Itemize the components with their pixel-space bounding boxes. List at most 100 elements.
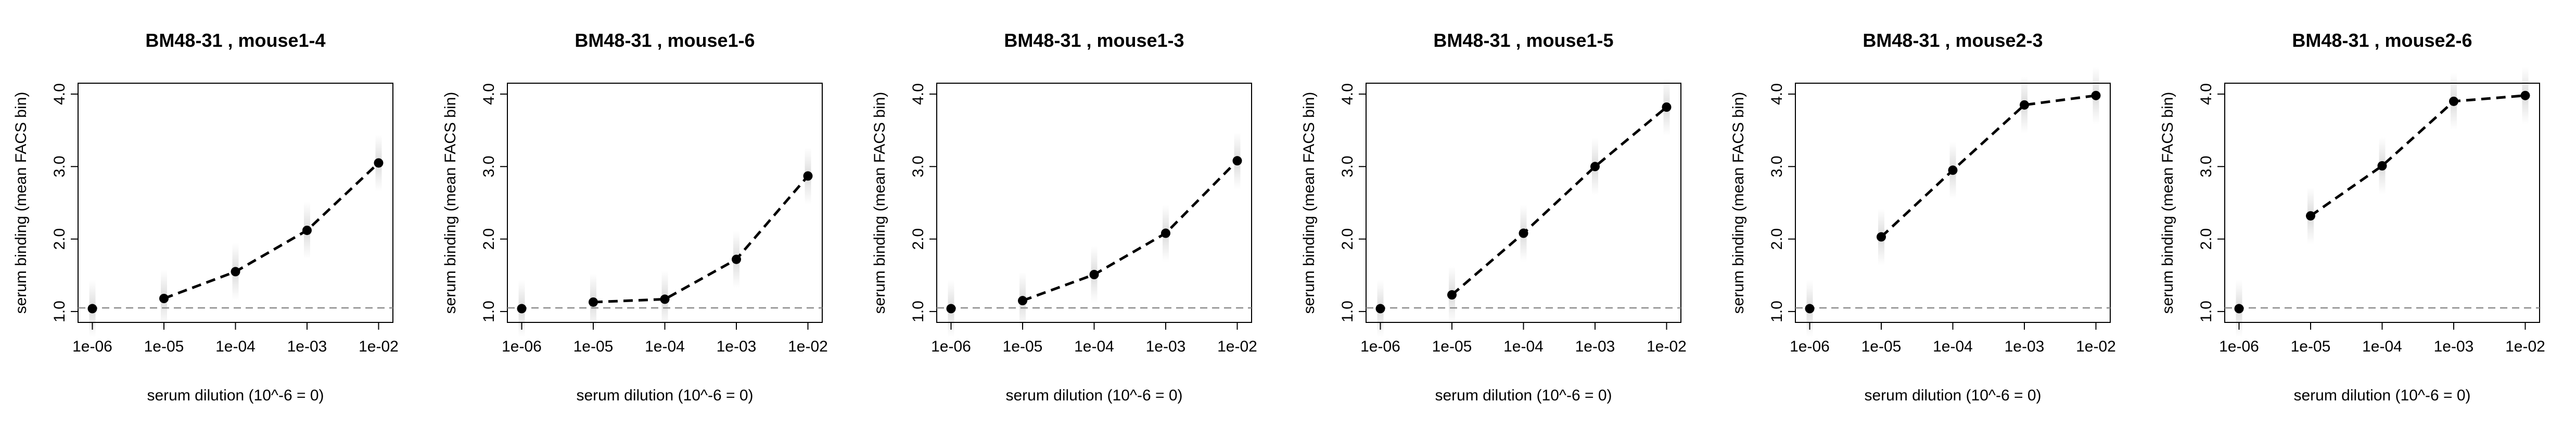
x-tick-label: 1e-06 <box>1790 338 1830 355</box>
data-point <box>88 304 97 314</box>
x-axis-title: serum dilution (10^-6 = 0) <box>1435 387 1612 404</box>
data-point <box>2020 100 2029 110</box>
plot-frame <box>2225 83 2540 322</box>
y-axis-title: serum binding (mean FACS bin) <box>1730 92 1747 314</box>
chart-panel-5: BM48-31 , mouse2-3 1e-06 1e-05 1e-04 1e-03 1e… <box>1730 30 2116 404</box>
data-point <box>2449 97 2458 106</box>
x-tick-label: 1e-03 <box>2434 338 2474 355</box>
series-line <box>593 176 808 302</box>
x-tick-label: 1e-05 <box>573 338 614 355</box>
y-axis-title: serum binding (mean FACS bin) <box>442 92 459 314</box>
data-point <box>1519 229 1528 238</box>
x-tick-label: 1e-02 <box>1217 338 1257 355</box>
series-line <box>2311 96 2526 216</box>
chart-panel-3: BM48-31 , mouse1-3 1e-06 1e-05 1e-04 1e-03 1e… <box>871 30 1257 404</box>
data-point <box>1447 290 1457 300</box>
y-tick-label: 3.0 <box>1339 155 1356 177</box>
chart-title: BM48-31 , mouse2-3 <box>1863 30 2043 51</box>
y-tick-label: 1.0 <box>2198 301 2215 322</box>
x-tick-label: 1e-04 <box>645 338 685 355</box>
y-axis-title: serum binding (mean FACS bin) <box>1300 92 1318 314</box>
data-point <box>2521 91 2530 100</box>
x-tick-label: 1e-05 <box>1432 338 1472 355</box>
data-point <box>660 294 670 304</box>
y-tick-label: 1.0 <box>480 301 498 322</box>
y-tick-label: 3.0 <box>480 155 498 177</box>
x-tick-label: 1e-05 <box>144 338 184 355</box>
chart-panel-2: BM48-31 , mouse1-6 1e-06 1e-05 1e-04 1e-03 1e… <box>442 30 828 404</box>
chart-title: BM48-31 , mouse1-6 <box>575 30 755 51</box>
data-point <box>1161 229 1170 238</box>
x-tick-label: 1e-02 <box>1647 338 1687 355</box>
y-tick-label: 3.0 <box>1768 155 1786 177</box>
data-point <box>231 267 240 276</box>
y-tick-label: 2.0 <box>480 228 498 250</box>
y-tick-label: 2.0 <box>910 228 927 250</box>
y-tick-label: 1.0 <box>1768 301 1786 322</box>
x-tick-label: 1e-04 <box>1503 338 1544 355</box>
x-axis-title: serum dilution (10^-6 = 0) <box>147 387 324 404</box>
data-point <box>1233 156 1242 165</box>
chart-title: BM48-31 , mouse1-4 <box>145 30 325 51</box>
x-tick-label: 1e-06 <box>2219 338 2259 355</box>
data-point <box>1805 304 1815 314</box>
data-point <box>159 294 169 303</box>
y-axis-title: serum binding (mean FACS bin) <box>2159 92 2176 314</box>
data-point <box>1948 165 1958 175</box>
x-tick-label: 1e-02 <box>788 338 828 355</box>
data-point <box>1877 232 1886 242</box>
x-axis-title: serum dilution (10^-6 = 0) <box>2293 387 2470 404</box>
data-point <box>302 226 312 235</box>
series-line <box>1023 161 1238 301</box>
data-point <box>2378 161 2387 171</box>
x-tick-label: 1e-04 <box>1933 338 1973 355</box>
y-tick-label: 1.0 <box>51 301 68 322</box>
chart-title: BM48-31 , mouse2-6 <box>2292 30 2472 51</box>
x-tick-label: 1e-02 <box>359 338 399 355</box>
x-tick-label: 1e-03 <box>287 338 327 355</box>
y-tick-label: 3.0 <box>51 155 68 177</box>
x-tick-label: 1e-05 <box>1861 338 1902 355</box>
data-point <box>804 171 813 180</box>
chart-title: BM48-31 , mouse1-3 <box>1004 30 1184 51</box>
data-point <box>1662 102 1672 112</box>
series-line <box>1452 107 1667 295</box>
data-point <box>2235 304 2244 314</box>
y-tick-label: 2.0 <box>51 228 68 250</box>
y-axis-title: serum binding (mean FACS bin) <box>871 92 888 314</box>
y-tick-label: 4.0 <box>480 83 498 105</box>
data-point <box>2092 91 2101 100</box>
x-tick-label: 1e-02 <box>2505 338 2545 355</box>
x-tick-label: 1e-05 <box>1003 338 1043 355</box>
x-tick-label: 1e-04 <box>215 338 256 355</box>
x-axis-title: serum dilution (10^-6 = 0) <box>1864 387 2041 404</box>
x-tick-label: 1e-03 <box>1575 338 1615 355</box>
x-tick-label: 1e-06 <box>931 338 971 355</box>
x-tick-label: 1e-03 <box>717 338 757 355</box>
data-point <box>1590 162 1600 171</box>
chart-panel-4: BM48-31 , mouse1-5 1e-06 1e-05 1e-04 1e-03 1e… <box>1300 30 1687 404</box>
x-tick-label: 1e-06 <box>502 338 542 355</box>
data-point <box>589 297 598 307</box>
x-axis-title: serum dilution (10^-6 = 0) <box>1005 387 1182 404</box>
y-tick-label: 2.0 <box>1339 228 1356 250</box>
y-tick-label: 1.0 <box>910 301 927 322</box>
plot-frame <box>1366 83 1681 322</box>
series-line <box>1881 96 2096 237</box>
y-tick-label: 4.0 <box>910 83 927 105</box>
data-point <box>2306 211 2315 220</box>
y-tick-label: 1.0 <box>1339 301 1356 322</box>
data-point <box>517 304 527 314</box>
series-line <box>164 163 379 298</box>
y-tick-label: 3.0 <box>2198 155 2215 177</box>
x-tick-label: 1e-06 <box>1360 338 1400 355</box>
y-axis-title: serum binding (mean FACS bin) <box>12 92 30 314</box>
data-point <box>947 304 956 314</box>
y-tick-label: 4.0 <box>2198 83 2215 105</box>
y-tick-label: 3.0 <box>910 155 927 177</box>
y-tick-label: 2.0 <box>1768 228 1786 250</box>
chart-title: BM48-31 , mouse1-5 <box>1433 30 1613 51</box>
data-point <box>1090 270 1099 279</box>
x-tick-label: 1e-04 <box>2362 338 2402 355</box>
